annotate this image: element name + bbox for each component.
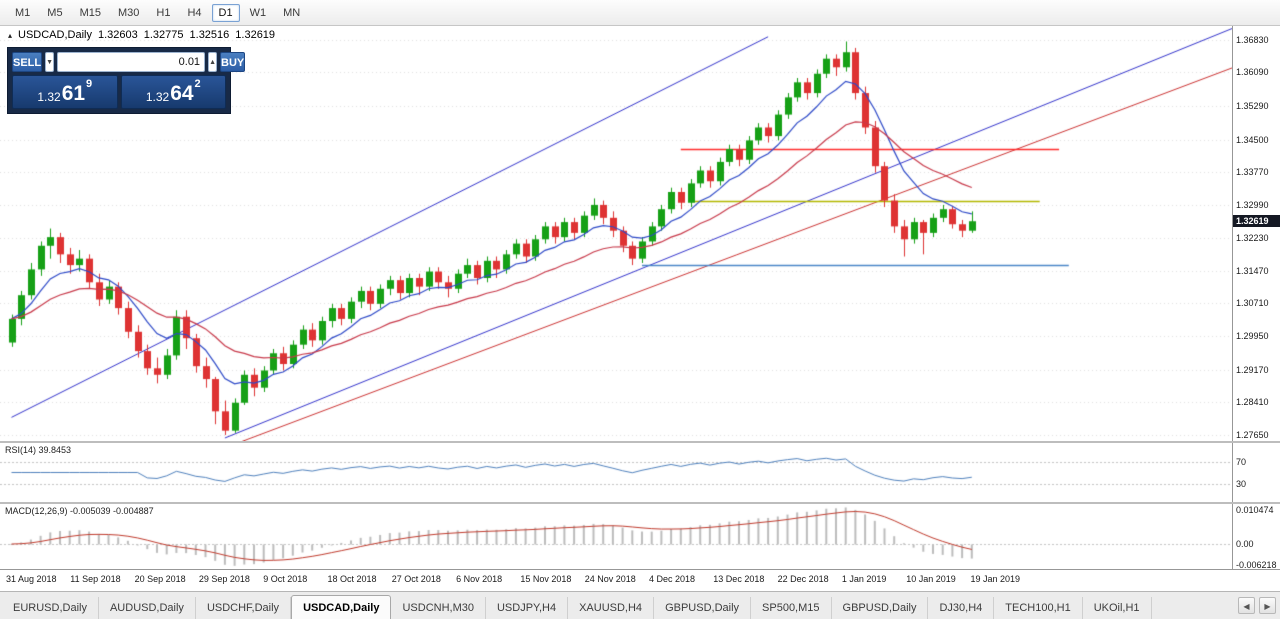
tabs-scroll-controls: ◀ ▶: [1238, 597, 1276, 614]
chart-tab-usdcad-daily[interactable]: USDCAD,Daily: [291, 595, 392, 619]
time-axis-label: 9 Oct 2018: [263, 574, 308, 584]
buy-button[interactable]: BUY: [220, 52, 246, 72]
chart-window: ▴ USDCAD,Daily 1.32603 1.32775 1.32516 1…: [0, 26, 1280, 591]
price-tick-label: 1.29950: [1236, 331, 1269, 342]
macd-chart-canvas[interactable]: [0, 504, 1232, 569]
chart-tab-xauusd-h4[interactable]: XAUUSD,H4: [568, 597, 655, 619]
price-tick-label: 1.27650: [1236, 429, 1269, 440]
chart-tab-eurusd-daily[interactable]: EURUSD,Daily: [2, 597, 99, 619]
time-axis-label: 4 Dec 2018: [649, 574, 696, 584]
chart-tab-gbpusd-daily[interactable]: GBPUSD,Daily: [832, 597, 929, 619]
price-tick-label: 1.36090: [1236, 67, 1269, 77]
price-axis: 1.32619 1.36830 1.36090 1.35290 1.34500 1.33…: [1232, 26, 1280, 441]
tabs-scroll-right-button[interactable]: ▶: [1259, 597, 1276, 614]
tabs-scroll-left-button[interactable]: ◀: [1238, 597, 1255, 614]
price-tick-label: 1.35290: [1236, 101, 1269, 112]
chart-tab-ukoil-h1[interactable]: UKOil,H1: [1083, 597, 1152, 619]
chart-tab-gbpusd-daily[interactable]: GBPUSD,Daily: [654, 597, 752, 619]
price-tick-label: 1.32990: [1236, 200, 1269, 211]
macd-indicator-panel: MACD(12,26,9) -0.005039 -0.004887 0.0104…: [0, 502, 1280, 570]
sell-price-button[interactable]: 1.32 61 9: [12, 75, 118, 109]
time-axis-label: 13 Dec 2018: [713, 574, 765, 584]
timeframe-button-m1[interactable]: M1: [15, 6, 31, 19]
price-tick-label: 1.34500: [1236, 135, 1269, 146]
rsi-chart-canvas[interactable]: [0, 443, 1232, 502]
chart-tab-tech100-h1[interactable]: TECH100,H1: [994, 597, 1083, 619]
timeframe-button-m5[interactable]: M5: [47, 6, 63, 19]
time-axis: 31 Aug 2018 11 Sep 2018 20 Sep 2018 29 Sep …: [0, 569, 1280, 591]
time-axis-label: 27 Oct 2018: [391, 574, 441, 584]
timeframe-button-m30[interactable]: M30: [117, 6, 140, 19]
time-axis-label: 11 Sep 2018: [70, 574, 121, 584]
sell-price-prefix: 1.32: [37, 90, 61, 104]
timeframe-button-d1[interactable]: D1: [211, 3, 240, 22]
rsi-indicator-panel: RSI(14) 39.8453 70 30: [0, 441, 1280, 502]
chart-title-symbol: USDCAD,Daily: [18, 29, 92, 41]
chart-tab-usdcnh-m30[interactable]: USDCNH,M30: [391, 597, 486, 619]
current-price-badge: 1.32619: [1233, 215, 1280, 228]
main-chart-panel: ▴ USDCAD,Daily 1.32603 1.32775 1.32516 1…: [0, 26, 1280, 441]
chart-tab-usdjpy-h4[interactable]: USDJPY,H4: [486, 597, 569, 619]
price-tick-label: 1.29170: [1236, 364, 1269, 375]
time-axis-label: 24 Nov 2018: [584, 574, 636, 584]
timeframe-button-w1[interactable]: W1: [249, 6, 267, 19]
price-tick-label: 1.28410: [1236, 397, 1269, 408]
timeframe-button-h4[interactable]: H4: [187, 6, 202, 19]
timeframe-toolbar: M1 M5 M15 M30 H1 H4 D1 W1 MN: [0, 0, 1280, 26]
macd-axis-label: -0.006218: [1236, 560, 1277, 570]
chart-tab-dj30-h4[interactable]: DJ30,H4: [928, 597, 995, 619]
time-axis-label: 20 Sep 2018: [134, 574, 186, 584]
rsi-axis: 70 30: [1232, 443, 1280, 502]
rsi-level-label: 30: [1236, 478, 1247, 489]
price-tick-label: 1.32230: [1236, 233, 1269, 243]
buy-price-prefix: 1.32: [145, 90, 170, 104]
macd-axis-label: 0.010474: [1236, 505, 1274, 515]
price-tick-label: 1.31470: [1236, 265, 1269, 276]
rsi-label: RSI(14) 39.8453: [5, 445, 72, 455]
panel-collapse-icon[interactable]: ▴: [8, 30, 13, 40]
one-click-trading-panel: SELL ▼ ▲ BUY 1.32 61 9 1.32 64 2: [7, 47, 246, 114]
price-tick-label: 1.36830: [1236, 35, 1269, 46]
lot-dropdown-button[interactable]: ▼: [45, 52, 55, 72]
time-axis-label: 18 Oct 2018: [327, 574, 377, 584]
time-axis-label: 31 Aug 2018: [6, 574, 57, 584]
buy-price-main: 64: [170, 82, 194, 105]
time-axis-label: 10 Jan 2019: [906, 574, 956, 584]
time-axis-label: 19 Jan 2019: [970, 574, 1021, 584]
rsi-level-label: 70: [1236, 456, 1247, 467]
time-axis-label: 1 Jan 2019: [841, 574, 887, 584]
time-axis-label: 15 Nov 2018: [520, 574, 572, 584]
lot-increase-button[interactable]: ▲: [208, 52, 217, 72]
time-axis-label: 6 Nov 2018: [456, 574, 503, 584]
macd-axis-label: 0.00: [1236, 539, 1254, 550]
chart-title: ▴ USDCAD,Daily 1.32603 1.32775 1.32516 1…: [8, 29, 275, 41]
chart-tab-audusd-daily[interactable]: AUDUSD,Daily: [99, 597, 196, 619]
chart-tabs: EURUSD,Daily AUDUSD,Daily USDCHF,Daily USDC…: [0, 592, 1152, 619]
ohlc-close: 1.32619: [235, 29, 276, 41]
timeframe-buttons: M1 M5 M15 M30 H1 H4 D1 W1 MN: [8, 3, 307, 22]
price-tick-label: 1.33770: [1236, 166, 1269, 177]
timeframe-button-h1[interactable]: H1: [156, 6, 171, 19]
macd-axis: 0.010474 0.00 -0.006218: [1232, 504, 1280, 570]
ohlc-high: 1.32775: [143, 29, 184, 41]
timeframe-button-m15[interactable]: M15: [79, 6, 101, 19]
lot-size-input[interactable]: [57, 52, 206, 72]
time-axis-label: 22 Dec 2018: [777, 574, 829, 584]
chart-tab-sp500-m15[interactable]: SP500,M15: [751, 597, 832, 619]
ohlc-low: 1.32516: [189, 29, 230, 41]
buy-price-pip: 2: [194, 78, 201, 90]
sell-button[interactable]: SELL: [12, 52, 43, 72]
time-axis-label: 29 Sep 2018: [198, 574, 250, 584]
timeframe-button-mn[interactable]: MN: [283, 6, 301, 19]
chart-tabs-bar: EURUSD,Daily AUDUSD,Daily USDCHF,Daily USDC…: [0, 591, 1280, 619]
sell-price-pip: 9: [86, 78, 93, 90]
ohlc-open: 1.32603: [97, 29, 138, 41]
chart-tab-usdchf-daily[interactable]: USDCHF,Daily: [196, 597, 292, 619]
price-tick-label: 1.30710: [1236, 298, 1269, 309]
macd-label: MACD(12,26,9) -0.005039 -0.004887: [5, 506, 154, 516]
sell-price-main: 61: [61, 82, 86, 105]
buy-price-button[interactable]: 1.32 64 2: [120, 75, 226, 109]
